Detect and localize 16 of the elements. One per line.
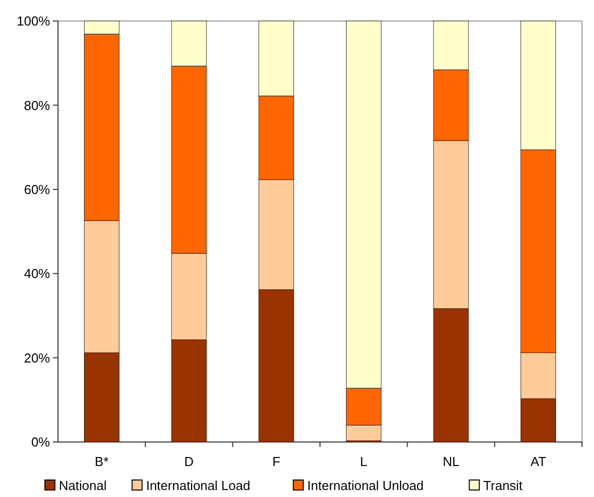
y-tick-label: 40% [24,266,50,282]
legend-label: National [58,478,107,493]
x-tick-label: F [272,454,280,469]
y-tick-label: 20% [24,350,50,366]
y-tick-label: 80% [24,98,50,113]
x-tick-label: NL [442,454,460,469]
x-tick-label: D [184,454,194,469]
y-tick-label: 100% [16,14,50,29]
legend-label: International Unload [307,478,424,493]
y-tick-label: 60% [24,182,50,197]
legend-label: International Load [146,478,250,493]
x-tick-label: L [360,454,368,469]
y-tick-label: 0% [31,434,50,450]
x-tick-label: B* [94,454,109,469]
x-tick-label: AT [530,454,546,469]
legend-label: Transit [483,478,523,493]
